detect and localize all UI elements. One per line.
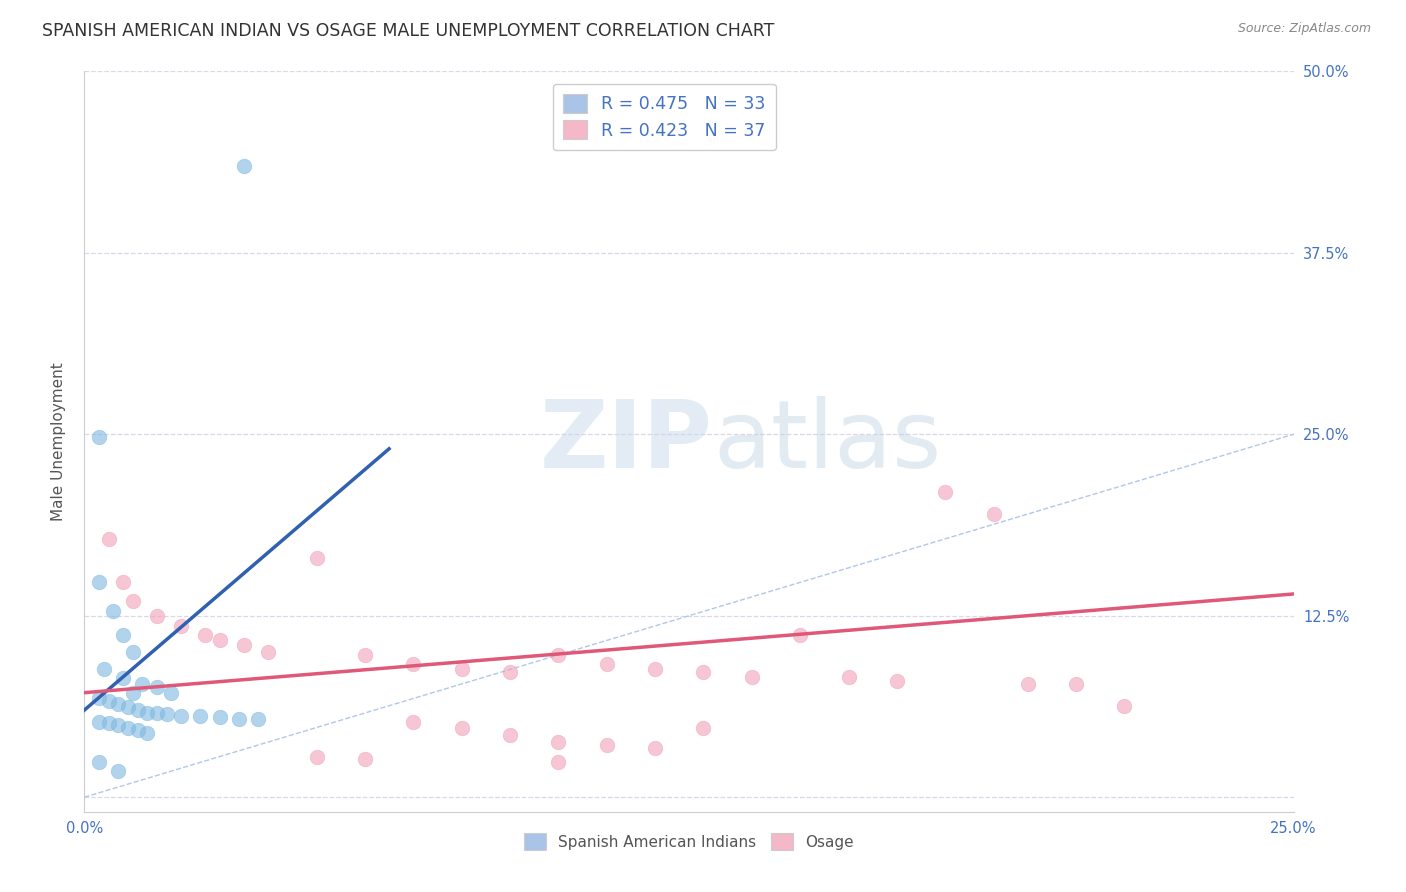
- Point: [547, 648, 569, 662]
- Point: [87, 714, 110, 729]
- Point: [257, 645, 280, 659]
- Point: [87, 756, 110, 770]
- Point: [93, 663, 115, 677]
- Point: [692, 721, 714, 735]
- Point: [136, 706, 159, 720]
- Point: [121, 686, 143, 700]
- Point: [112, 627, 135, 641]
- Point: [194, 627, 217, 641]
- Point: [596, 657, 619, 671]
- Point: [190, 709, 212, 723]
- Point: [103, 604, 125, 618]
- Point: [87, 430, 110, 444]
- Point: [886, 674, 908, 689]
- Point: [692, 665, 714, 680]
- Point: [136, 726, 159, 740]
- Point: [208, 633, 231, 648]
- Point: [547, 735, 569, 749]
- Point: [121, 594, 143, 608]
- Point: [117, 700, 139, 714]
- Point: [644, 740, 666, 755]
- Point: [305, 550, 328, 565]
- Point: [499, 665, 522, 680]
- Point: [233, 159, 256, 173]
- Point: [644, 663, 666, 677]
- Point: [934, 485, 956, 500]
- Point: [97, 694, 120, 708]
- Point: [155, 707, 177, 722]
- Point: [117, 721, 139, 735]
- Point: [146, 680, 169, 694]
- Point: [450, 721, 472, 735]
- Point: [402, 657, 425, 671]
- Point: [305, 749, 328, 764]
- Point: [97, 532, 120, 546]
- Y-axis label: Male Unemployment: Male Unemployment: [51, 362, 66, 521]
- Point: [789, 627, 811, 641]
- Point: [499, 728, 522, 742]
- Point: [146, 608, 169, 623]
- Point: [131, 677, 153, 691]
- Point: [741, 670, 763, 684]
- Point: [160, 686, 183, 700]
- Point: [1064, 677, 1087, 691]
- Point: [97, 716, 120, 731]
- Point: [247, 712, 270, 726]
- Point: [450, 663, 472, 677]
- Point: [121, 645, 143, 659]
- Text: atlas: atlas: [713, 395, 942, 488]
- Point: [208, 710, 231, 724]
- Point: [107, 698, 129, 712]
- Point: [228, 712, 250, 726]
- Point: [112, 575, 135, 590]
- Text: Source: ZipAtlas.com: Source: ZipAtlas.com: [1237, 22, 1371, 36]
- Point: [596, 738, 619, 752]
- Point: [1017, 677, 1039, 691]
- Point: [547, 756, 569, 770]
- Point: [107, 717, 129, 731]
- Point: [170, 709, 193, 723]
- Point: [107, 764, 129, 778]
- Point: [87, 575, 110, 590]
- Point: [354, 648, 377, 662]
- Point: [354, 752, 377, 766]
- Point: [170, 619, 193, 633]
- Text: SPANISH AMERICAN INDIAN VS OSAGE MALE UNEMPLOYMENT CORRELATION CHART: SPANISH AMERICAN INDIAN VS OSAGE MALE UN…: [42, 22, 775, 40]
- Point: [127, 703, 149, 717]
- Point: [1114, 698, 1136, 713]
- Point: [233, 638, 256, 652]
- Point: [402, 714, 425, 729]
- Legend: Spanish American Indians, Osage: Spanish American Indians, Osage: [519, 827, 859, 856]
- Point: [146, 706, 169, 720]
- Point: [983, 507, 1005, 521]
- Point: [127, 723, 149, 738]
- Point: [838, 670, 860, 684]
- Text: ZIP: ZIP: [540, 395, 713, 488]
- Point: [87, 691, 110, 706]
- Point: [112, 671, 135, 685]
